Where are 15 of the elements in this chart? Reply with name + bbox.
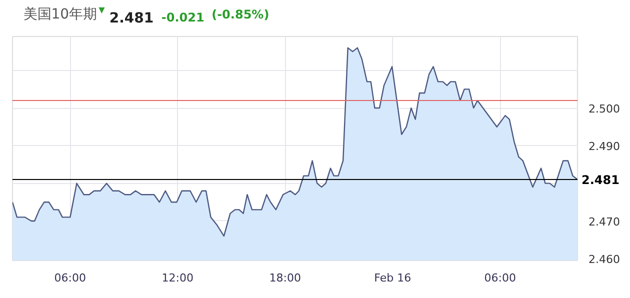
ref-line-label: 2.481	[582, 173, 620, 188]
text: 2.481	[109, 10, 154, 26]
x-tick-label: 12:00	[162, 272, 194, 284]
text: -0.021	[161, 10, 204, 24]
x-tick-label: 06:00	[54, 272, 86, 284]
y-tick-label: 2.490	[588, 140, 620, 154]
text: ▼	[98, 6, 106, 14]
x-tick-label: 18:00	[269, 272, 301, 284]
x-tick-label: 06:00	[484, 272, 516, 284]
y-tick-label: 2.460	[588, 253, 620, 266]
y-tick-label: 2.500	[588, 102, 620, 116]
text: (-0.85%)	[212, 8, 270, 22]
chart-title: 美国10年期	[23, 6, 98, 22]
y-tick-label: 2.470	[588, 215, 620, 228]
x-tick-label: Feb 16	[374, 272, 412, 284]
